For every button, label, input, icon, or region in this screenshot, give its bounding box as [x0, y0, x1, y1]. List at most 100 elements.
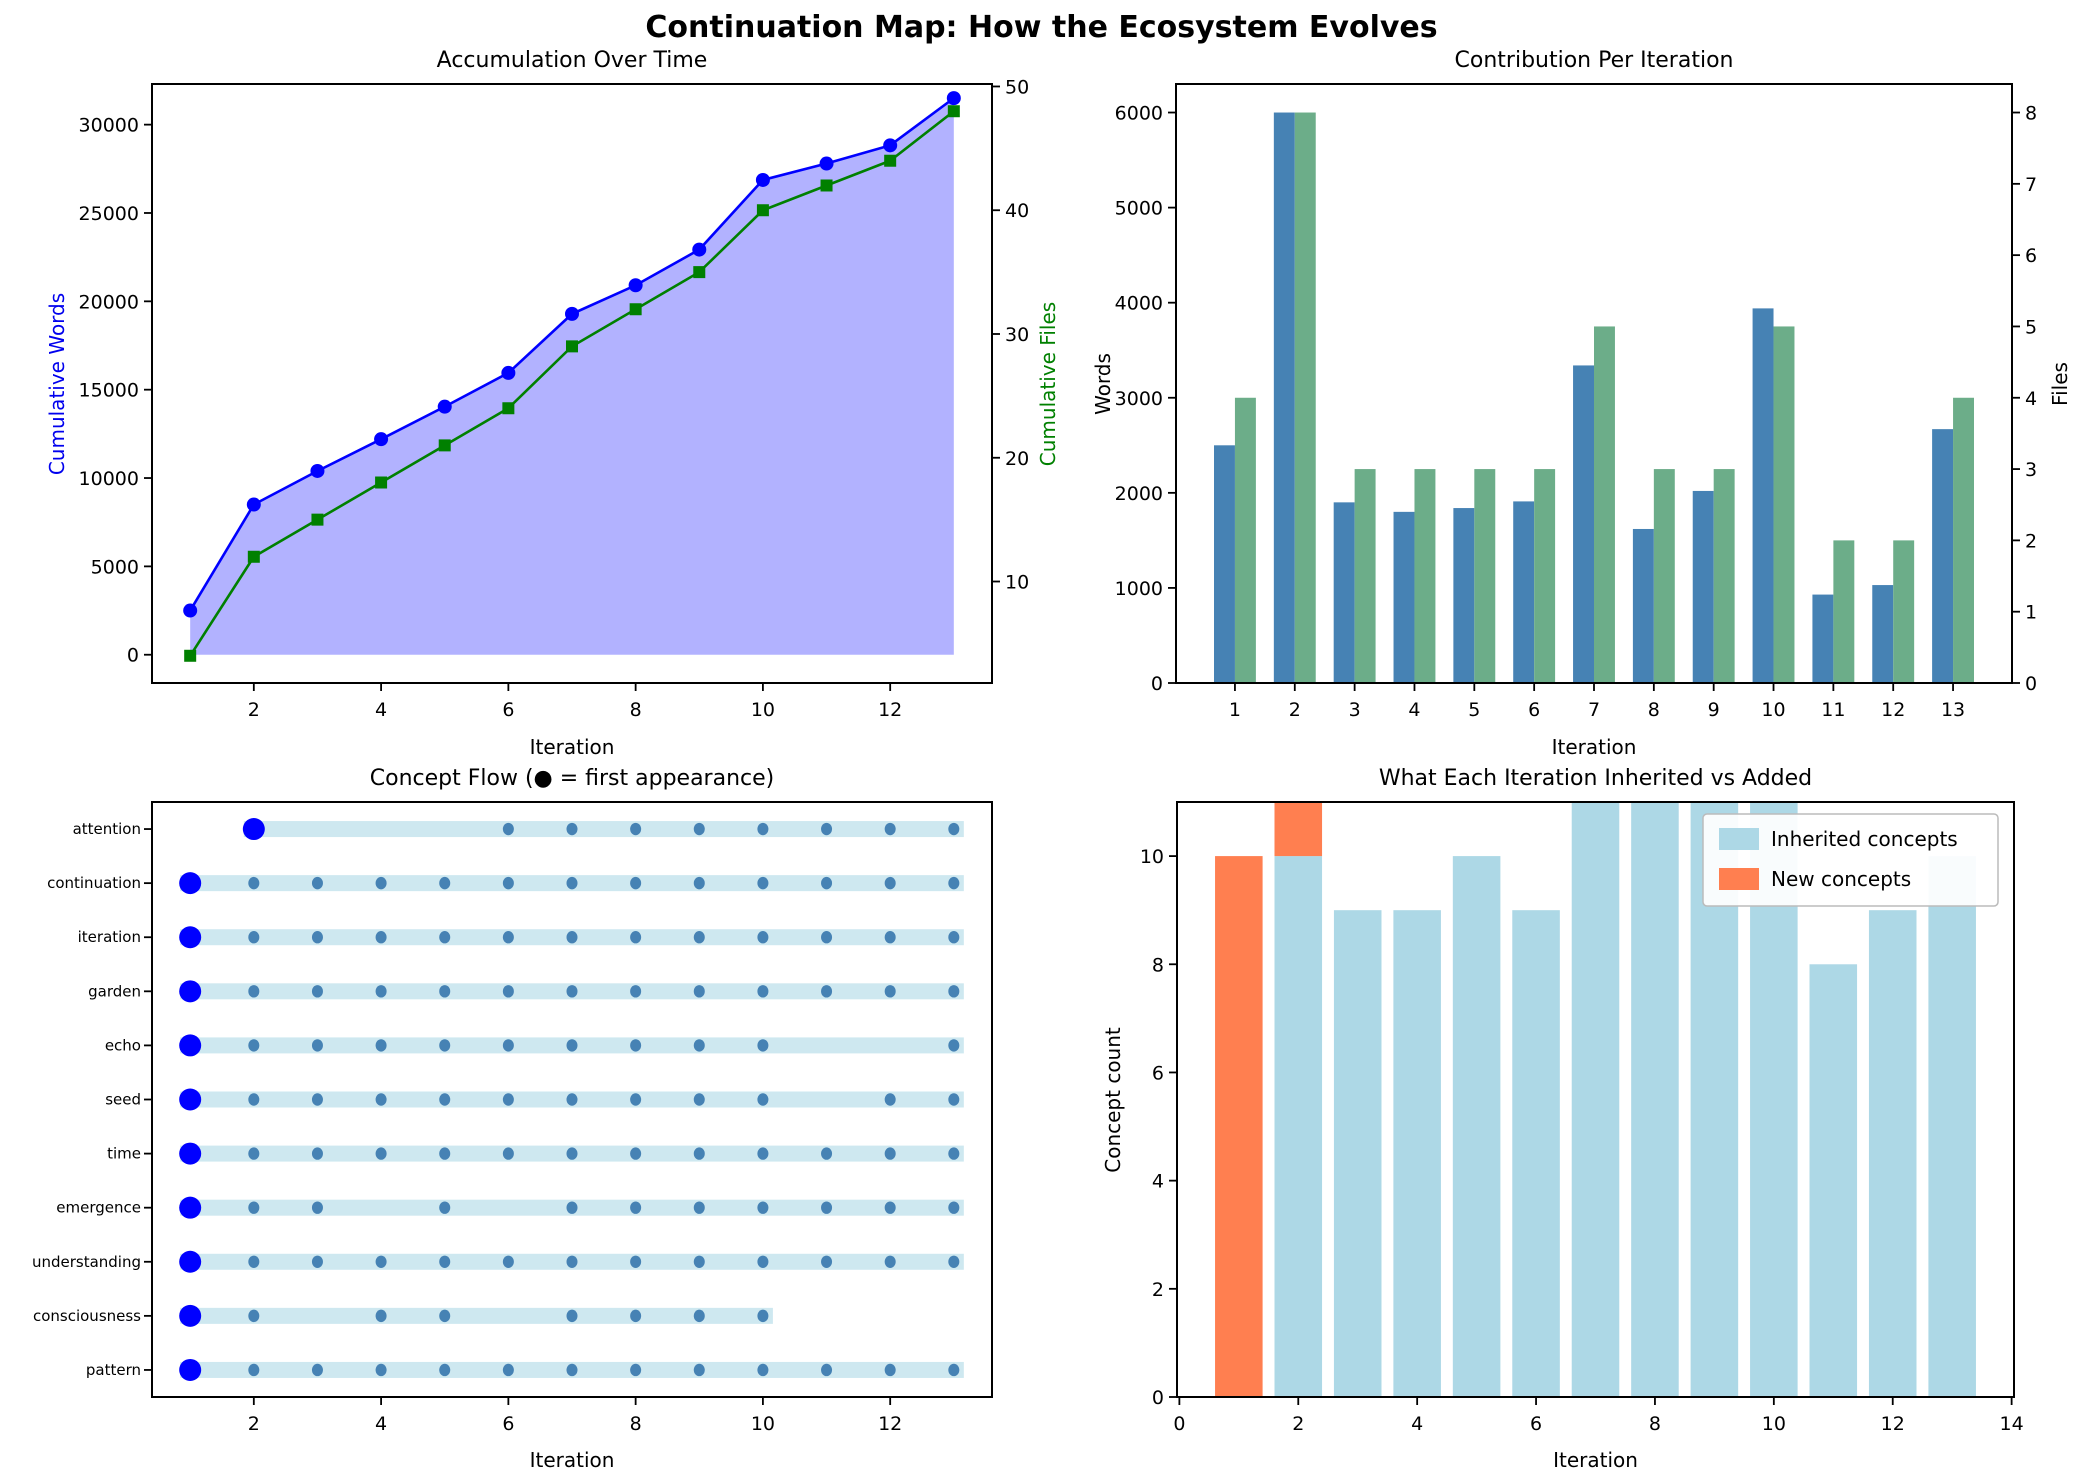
svg-text:2000: 2000: [1115, 483, 1163, 505]
svg-text:2: 2: [2025, 530, 2037, 552]
accumulation-plot: 2 4 6 8 10 12 0 5000 10000 15000 20000 25000 30000 10…: [79, 76, 1030, 721]
svg-text:8: 8: [2025, 103, 2037, 125]
title-contribution: Contribution Per Iteration: [1454, 48, 1734, 73]
svg-text:4000: 4000: [1115, 293, 1163, 315]
svg-text:30: 30: [1005, 324, 1029, 346]
svg-text:8: 8: [630, 699, 642, 721]
contribution-plot: 1 2 3 4 5 6 7 8 9 10 11 12 1301000200030004000500060…: [1115, 83, 2037, 721]
svg-text:10000: 10000: [79, 468, 139, 490]
svg-text:emergence: emergence: [56, 1199, 141, 1217]
svg-text:7: 7: [1588, 699, 1600, 721]
svg-text:40: 40: [1005, 200, 1029, 222]
inherited_added-plot: 0 2 4 6 8 10 12 14 0 2 4 6 8 10 Inherited concepts New …: [1140, 801, 2024, 1435]
svg-text:6: 6: [1530, 1413, 1542, 1435]
svg-text:10: 10: [751, 699, 775, 721]
svg-text:4: 4: [1152, 1171, 1164, 1193]
svg-text:20: 20: [1005, 448, 1029, 470]
svg-text:New concepts: New concepts: [1771, 867, 1911, 891]
svg-text:0: 0: [1151, 673, 1163, 695]
legend: Inherited concepts New concepts: [1702, 813, 1999, 907]
svg-text:5: 5: [2025, 316, 2037, 338]
svg-text:Inherited concepts: Inherited concepts: [1771, 827, 1958, 851]
svg-text:5000: 5000: [91, 556, 139, 578]
svg-text:understanding: understanding: [32, 1253, 141, 1271]
svg-text:4: 4: [1411, 1413, 1423, 1435]
svg-text:10: 10: [751, 1413, 775, 1435]
svg-text:0: 0: [127, 645, 139, 667]
figure-title: Continuation Map: How the Ecosystem Evol…: [645, 10, 1438, 45]
ylabel-words: Words: [1091, 353, 1115, 415]
svg-text:pattern: pattern: [86, 1361, 141, 1379]
svg-text:6: 6: [502, 699, 514, 721]
svg-text:50: 50: [1005, 76, 1029, 98]
svg-text:6: 6: [1528, 699, 1540, 721]
svg-text:6: 6: [2025, 245, 2037, 267]
svg-text:1: 1: [2025, 602, 2037, 624]
svg-text:12: 12: [878, 699, 902, 721]
svg-text:4: 4: [375, 699, 387, 721]
xlabel-contribution: Iteration: [1551, 735, 1637, 759]
svg-text:10: 10: [1762, 1413, 1786, 1435]
svg-text:iteration: iteration: [78, 928, 141, 946]
svg-text:0: 0: [2025, 673, 2037, 695]
xlabel-accumulation: Iteration: [529, 735, 615, 759]
svg-text:2: 2: [248, 699, 260, 721]
svg-text:0: 0: [1173, 1413, 1185, 1435]
svg-text:2: 2: [248, 1413, 260, 1435]
svg-text:7: 7: [2025, 174, 2037, 196]
svg-text:12: 12: [878, 1413, 902, 1435]
svg-text:4: 4: [1408, 699, 1420, 721]
svg-text:8: 8: [1649, 1413, 1661, 1435]
svg-text:3: 3: [2025, 459, 2037, 481]
title-accumulation: Accumulation Over Time: [436, 48, 708, 73]
svg-text:3000: 3000: [1115, 388, 1163, 410]
concept_flow-plot: attention continuation iteration garden echo…: [32, 801, 993, 1435]
svg-text:6000: 6000: [1115, 103, 1163, 125]
svg-text:11: 11: [1821, 699, 1845, 721]
svg-text:14: 14: [2000, 1413, 2024, 1435]
title-concept-flow: Concept Flow (● = first appearance): [369, 766, 775, 791]
svg-text:4: 4: [375, 1413, 387, 1435]
svg-text:10: 10: [1140, 846, 1164, 868]
svg-text:8: 8: [1152, 954, 1164, 976]
svg-text:20000: 20000: [79, 291, 139, 313]
ylabel-cumulative-words: Cumulative Words: [45, 292, 69, 476]
svg-text:10: 10: [1005, 572, 1029, 594]
title-inherited-added: What Each Iteration Inherited vs Added: [1378, 766, 1813, 791]
svg-text:9: 9: [1708, 699, 1720, 721]
xlabel-concept-flow: Iteration: [529, 1448, 615, 1472]
ylabel-files: Files: [2048, 362, 2072, 406]
svg-text:3: 3: [1349, 699, 1361, 721]
svg-text:1000: 1000: [1115, 578, 1163, 600]
svg-text:8: 8: [1648, 699, 1660, 721]
svg-text:echo: echo: [105, 1036, 141, 1054]
svg-text:2: 2: [1292, 1413, 1304, 1435]
svg-text:1: 1: [1229, 699, 1241, 721]
svg-text:13: 13: [1941, 699, 1965, 721]
xlabel-inherited-added: Iteration: [1553, 1448, 1638, 1472]
svg-text:10: 10: [1761, 699, 1785, 721]
svg-text:2: 2: [1152, 1279, 1164, 1301]
svg-text:30000: 30000: [79, 115, 139, 137]
svg-text:6: 6: [502, 1413, 514, 1435]
svg-text:12: 12: [1881, 1413, 1905, 1435]
svg-text:consciousness: consciousness: [33, 1307, 141, 1325]
svg-text:12: 12: [1881, 699, 1905, 721]
svg-text:attention: attention: [73, 820, 141, 838]
svg-text:garden: garden: [88, 982, 141, 1000]
svg-text:8: 8: [630, 1413, 642, 1435]
svg-text:5000: 5000: [1115, 198, 1163, 220]
svg-text:2: 2: [1289, 699, 1301, 721]
svg-text:6: 6: [1152, 1062, 1164, 1084]
svg-text:time: time: [107, 1145, 141, 1163]
svg-text:seed: seed: [105, 1091, 141, 1109]
svg-text:4: 4: [2025, 388, 2037, 410]
svg-text:0: 0: [1152, 1387, 1164, 1409]
svg-text:continuation: continuation: [47, 874, 141, 892]
svg-text:15000: 15000: [79, 380, 139, 402]
svg-text:5: 5: [1468, 699, 1480, 721]
ylabel-concept-count: Concept count: [1101, 1027, 1125, 1173]
svg-text:25000: 25000: [79, 203, 139, 225]
